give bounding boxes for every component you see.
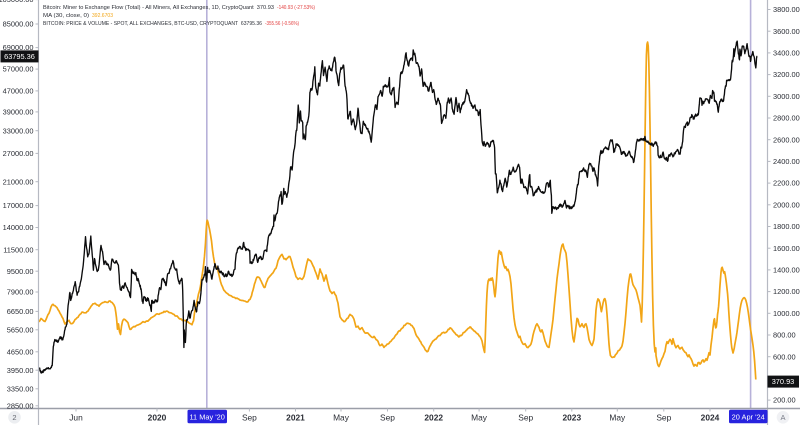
svg-text:33000.00: 33000.00	[3, 126, 34, 135]
svg-text:3400.00: 3400.00	[773, 49, 800, 58]
svg-text:Sep: Sep	[518, 413, 533, 423]
svg-text:Sep: Sep	[656, 413, 671, 423]
svg-text:May: May	[333, 413, 350, 423]
svg-text:3950.00: 3950.00	[7, 366, 34, 375]
svg-text:2200.00: 2200.00	[773, 179, 800, 188]
svg-text:20 Apr '24: 20 Apr '24	[732, 412, 765, 421]
svg-text:105000.00: 105000.00	[0, 0, 34, 4]
svg-text:6650.00: 6650.00	[7, 307, 34, 316]
svg-text:A: A	[780, 413, 785, 422]
svg-text:2024: 2024	[701, 413, 720, 423]
svg-text:200.00: 200.00	[773, 396, 796, 405]
svg-text:47000.00: 47000.00	[3, 87, 34, 96]
svg-text:85000.00: 85000.00	[3, 20, 34, 29]
svg-text:17000.00: 17000.00	[3, 201, 34, 210]
svg-text:2600.00: 2600.00	[773, 135, 800, 144]
svg-text:1400.00: 1400.00	[773, 266, 800, 275]
svg-text:2850.00: 2850.00	[7, 401, 34, 410]
svg-text:3600.00: 3600.00	[773, 27, 800, 36]
svg-text:69000.00: 69000.00	[3, 43, 34, 52]
svg-text:1200.00: 1200.00	[773, 287, 800, 296]
svg-text:May: May	[609, 413, 626, 423]
svg-text:May: May	[471, 413, 488, 423]
svg-text:3350.00: 3350.00	[7, 384, 34, 393]
svg-text:4650.00: 4650.00	[7, 347, 34, 356]
svg-text:392.6703: 392.6703	[92, 13, 113, 19]
svg-text:57000.00: 57000.00	[3, 65, 34, 74]
svg-text:2400.00: 2400.00	[773, 157, 800, 166]
svg-text:7900.00: 7900.00	[7, 288, 34, 297]
svg-text:2: 2	[12, 413, 16, 422]
svg-text:Sep: Sep	[242, 413, 257, 423]
svg-text:21000.00: 21000.00	[3, 177, 34, 186]
svg-text:BITCOIN: PRICE & VOLUME - SPOT: BITCOIN: PRICE & VOLUME - SPOT, ALL EXCH…	[43, 21, 262, 27]
svg-text:800.00: 800.00	[773, 331, 796, 340]
svg-text:2023: 2023	[562, 413, 581, 423]
svg-text:Bitcoin: Miner to Exchange Flo: Bitcoin: Miner to Exchange Flow (Total) …	[43, 5, 274, 11]
svg-text:370.93: 370.93	[772, 377, 795, 386]
svg-text:3200.00: 3200.00	[773, 70, 800, 79]
svg-text:11 May '20: 11 May '20	[190, 412, 225, 421]
svg-text:-140.93 (-27.53%): -140.93 (-27.53%)	[277, 5, 315, 11]
svg-text:14000.00: 14000.00	[3, 223, 34, 232]
svg-text:11500.00: 11500.00	[3, 245, 33, 254]
svg-text:600.00: 600.00	[773, 352, 796, 361]
svg-text:1000.00: 1000.00	[773, 309, 800, 318]
svg-text:2800.00: 2800.00	[773, 114, 800, 123]
svg-text:5650.00: 5650.00	[7, 325, 34, 334]
svg-text:2022: 2022	[424, 413, 443, 423]
svg-text:9500.00: 9500.00	[7, 267, 34, 276]
svg-text:MA (30, close, 0): MA (30, close, 0)	[43, 13, 89, 19]
svg-text:3800.00: 3800.00	[773, 5, 800, 14]
svg-text:2021: 2021	[286, 413, 305, 423]
svg-text:2000.00: 2000.00	[773, 200, 800, 209]
svg-text:63795.36: 63795.36	[4, 52, 35, 61]
svg-text:-355.56 (-0.56%): -355.56 (-0.56%)	[265, 21, 299, 27]
svg-text:27000.00: 27000.00	[3, 149, 34, 158]
svg-text:Sep: Sep	[380, 413, 395, 423]
svg-text:3000.00: 3000.00	[773, 92, 800, 101]
svg-text:2020: 2020	[148, 413, 167, 423]
svg-text:1600.00: 1600.00	[773, 244, 800, 253]
svg-text:1800.00: 1800.00	[773, 222, 800, 231]
svg-text:Jun: Jun	[69, 413, 83, 423]
svg-text:39000.00: 39000.00	[3, 108, 34, 117]
